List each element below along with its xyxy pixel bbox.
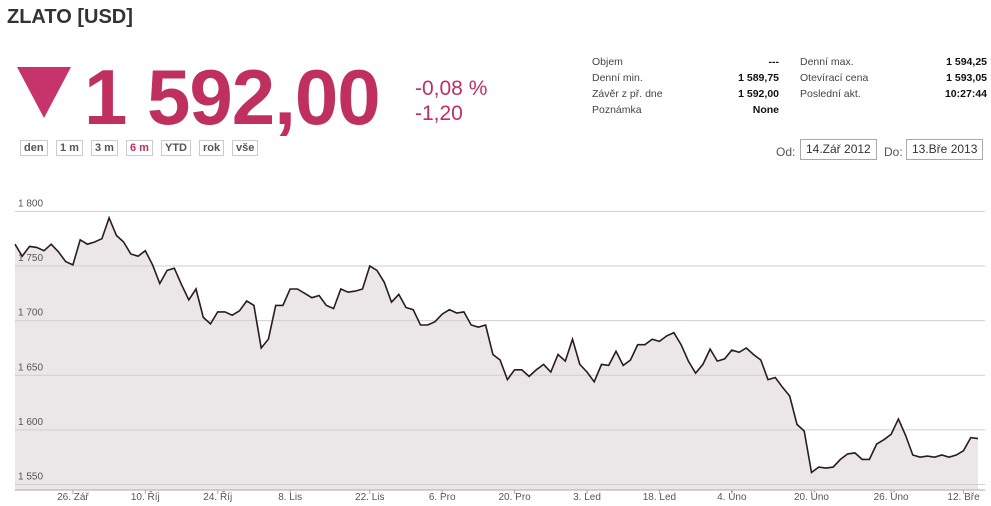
stat-label: Závěr z př. dne (592, 88, 663, 100)
stat-label: Poslední akt. (800, 88, 861, 100)
y-tick-label: 1 800 (18, 198, 43, 209)
stat-value: 10:27:44 (944, 88, 987, 100)
range-button[interactable]: den (20, 140, 48, 156)
x-tick-label: 12. Bře (947, 492, 980, 503)
y-tick-label: 1 550 (18, 472, 43, 483)
y-tick-label: 1 650 (18, 362, 43, 373)
date-to-label: Do: (884, 145, 903, 159)
stat-value: --- (768, 56, 780, 68)
x-tick-label: 22. Lis (355, 492, 384, 503)
range-button[interactable]: 3 m (91, 140, 118, 156)
area (15, 217, 978, 490)
x-tick-label: 26. Zář (57, 492, 89, 503)
stat-value: 1 589,75 (738, 72, 779, 84)
y-tick-label: 1 600 (18, 417, 43, 428)
chart: 1 550 1 600 1 650 1 700 1 750 1 800 26. Zář 10.… (14, 198, 985, 503)
x-tick-label: 26. Úno (874, 490, 909, 503)
stat-value: 1 592,00 (738, 88, 779, 100)
change-absolute: -1,20 (415, 102, 463, 125)
x-tick-label: 4. Úno (717, 490, 747, 503)
stat-label: Otevírací cena (800, 72, 869, 84)
stat-value: 1 594,25 (946, 56, 987, 68)
y-tick-label: 1 750 (18, 253, 43, 264)
change-percent: -0,08 % (415, 77, 488, 100)
date-from-label: Od: (776, 145, 796, 159)
x-tick-label: 6. Pro (429, 492, 456, 503)
stat-label: Objem (592, 56, 623, 68)
range-button[interactable]: YTD (161, 140, 191, 156)
x-tick-label: 24. Říj (203, 490, 232, 503)
stat-label: Denní max. (800, 56, 854, 68)
x-tick-label: 20. Úno (794, 490, 829, 503)
range-button[interactable]: vše (232, 140, 259, 156)
x-tick-label: 10. Říj (131, 490, 160, 503)
range-button[interactable]: 6 m (126, 140, 153, 156)
down-arrow (17, 67, 71, 118)
date-from[interactable]: 14.Zář 2012 (800, 139, 877, 160)
y-tick-label: 1 700 (18, 308, 43, 319)
stat-label: Poznámka (592, 104, 642, 116)
title: ZLATO [USD] (7, 6, 133, 28)
x-tick-label: 3. Led (573, 492, 601, 503)
date-to[interactable]: 13.Bře 2013 (906, 139, 984, 160)
price-line (14, 215, 979, 474)
x-tick-label: 8. Lis (278, 492, 302, 503)
range-button[interactable]: 1 m (56, 140, 83, 156)
stat-value: 1 593,05 (946, 72, 987, 84)
range-button[interactable]: rok (199, 140, 225, 156)
x-tick-label: 18. Led (643, 492, 676, 503)
x-tick-label: 20. Pro (498, 492, 531, 503)
stat-label: Denní min. (592, 72, 643, 84)
price: 1 592,00 (84, 53, 381, 141)
stat-value: None (752, 104, 779, 116)
